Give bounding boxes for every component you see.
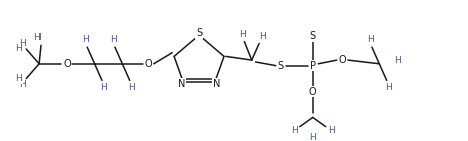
Text: H: H [259,32,266,41]
Text: O: O [338,55,346,65]
Text: H: H [367,35,373,44]
Text: P: P [310,61,316,71]
Text: H: H [101,83,107,92]
Text: H: H [19,39,26,48]
Text: O: O [63,59,71,69]
Text: H: H [291,126,298,135]
Text: H: H [15,74,22,83]
Text: H: H [128,83,135,92]
Text: O: O [309,87,316,97]
Text: H: H [328,126,335,135]
Text: N: N [213,79,220,89]
Text: H: H [34,33,41,42]
Text: O: O [145,59,152,69]
Text: H: H [385,83,392,92]
Text: H: H [395,56,401,65]
Text: H: H [82,35,89,44]
Text: S: S [196,28,202,38]
Text: H: H [33,33,40,42]
Text: N: N [178,79,185,89]
Text: S: S [310,31,316,41]
Text: H: H [15,45,22,53]
Text: H: H [19,80,26,89]
Text: H: H [309,133,316,141]
Text: H: H [239,30,246,39]
Text: S: S [278,61,284,71]
Text: H: H [110,35,117,44]
